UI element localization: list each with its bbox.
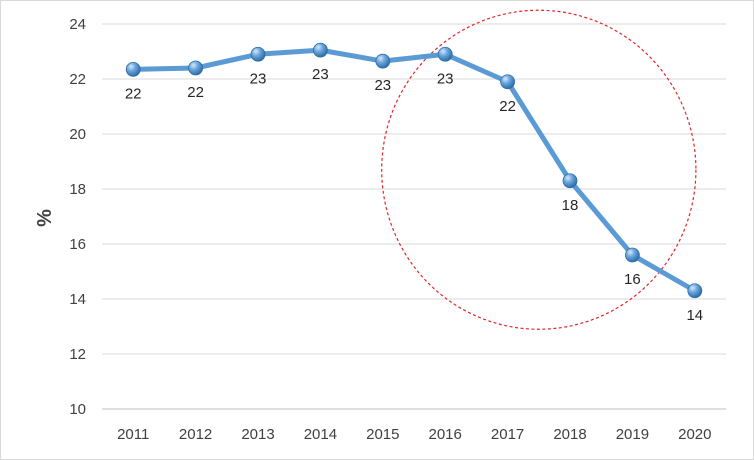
series-line — [130, 47, 698, 294]
y-tick-label: 18 — [69, 181, 86, 198]
data-point-marker — [188, 60, 204, 76]
data-label: 22 — [125, 85, 142, 102]
data-point-marker — [250, 46, 266, 62]
y-tick-label: 14 — [69, 291, 86, 308]
series-line-layer — [130, 47, 698, 294]
y-tick-labels: 10 12 14 16 18 20 22 24 — [69, 16, 86, 418]
x-tick-label: 2014 — [304, 426, 337, 443]
x-tick-label: 2020 — [678, 426, 711, 443]
x-tick-label: 2015 — [366, 426, 399, 443]
data-point-marker — [500, 74, 516, 90]
data-label: 22 — [187, 84, 204, 101]
y-tick-label: 20 — [69, 126, 86, 143]
data-label: 23 — [312, 66, 329, 83]
data-point-marker — [625, 247, 640, 263]
y-tick-label: 24 — [69, 16, 86, 33]
annotation-layer — [381, 9, 697, 330]
data-label: 23 — [374, 77, 391, 94]
x-tick-labels: 2011 2012 2013 2014 2015 2016 2017 2018 2019 2020 — [117, 426, 711, 443]
data-label: 23 — [250, 70, 267, 87]
data-label: 16 — [624, 271, 641, 288]
data-label: 18 — [562, 197, 579, 214]
data-label-layer: 22 22 23 23 23 23 22 18 16 14 — [125, 66, 703, 324]
marker-layer — [125, 42, 703, 299]
annotation-dashed-circle — [381, 9, 697, 330]
x-tick-label: 2016 — [429, 426, 462, 443]
data-point-marker — [312, 42, 328, 58]
data-point-marker — [437, 46, 453, 62]
data-point-marker — [125, 61, 141, 77]
data-point-marker — [687, 283, 703, 299]
data-label: 22 — [499, 98, 516, 115]
y-axis-label: % — [34, 209, 56, 227]
y-tick-label: 16 — [69, 236, 86, 253]
x-tick-label: 2012 — [179, 426, 212, 443]
x-tick-label: 2013 — [241, 426, 274, 443]
data-point-marker — [375, 53, 391, 69]
y-tick-label: 22 — [69, 71, 86, 88]
data-point-marker — [562, 173, 578, 189]
x-tick-label: 2019 — [616, 426, 649, 443]
x-tick-label: 2011 — [117, 426, 149, 443]
x-tick-label: 2018 — [553, 426, 586, 443]
data-label: 14 — [686, 307, 703, 324]
y-tick-label: 10 — [69, 401, 86, 418]
data-label: 23 — [437, 70, 454, 87]
gridlines — [102, 23, 726, 410]
y-tick-label: 12 — [69, 346, 86, 363]
x-tick-label: 2017 — [491, 426, 524, 443]
